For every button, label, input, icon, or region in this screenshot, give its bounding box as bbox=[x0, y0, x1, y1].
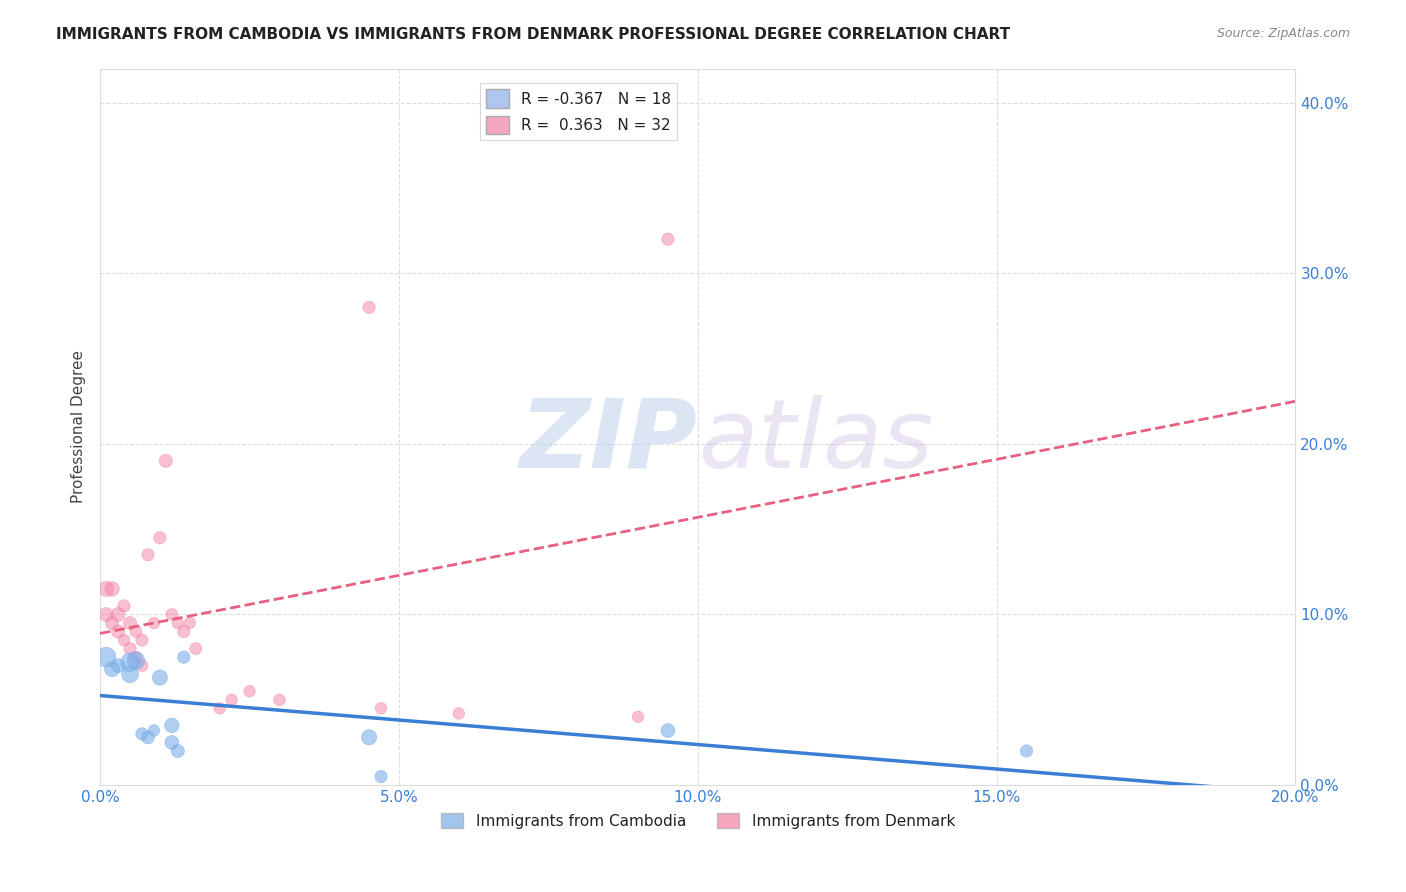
Point bbox=[155, 454, 177, 468]
Point bbox=[269, 693, 291, 707]
Point bbox=[160, 718, 183, 732]
Point bbox=[657, 723, 679, 738]
Point bbox=[142, 615, 165, 630]
Point bbox=[627, 710, 650, 724]
Point bbox=[136, 548, 159, 562]
Point bbox=[142, 723, 165, 738]
Point bbox=[131, 727, 153, 741]
Point bbox=[112, 633, 135, 648]
Point bbox=[131, 658, 153, 673]
Point bbox=[101, 582, 124, 596]
Point bbox=[107, 624, 129, 639]
Point bbox=[359, 731, 381, 745]
Text: Source: ZipAtlas.com: Source: ZipAtlas.com bbox=[1216, 27, 1350, 40]
Point bbox=[160, 607, 183, 622]
Point bbox=[657, 232, 679, 246]
Point bbox=[173, 624, 195, 639]
Point bbox=[149, 531, 172, 545]
Point bbox=[94, 607, 117, 622]
Point bbox=[118, 641, 141, 656]
Point bbox=[112, 599, 135, 613]
Y-axis label: Professional Degree: Professional Degree bbox=[72, 351, 86, 503]
Point bbox=[238, 684, 260, 698]
Point bbox=[359, 301, 381, 315]
Legend: Immigrants from Cambodia, Immigrants from Denmark: Immigrants from Cambodia, Immigrants fro… bbox=[434, 806, 962, 835]
Point bbox=[107, 607, 129, 622]
Text: ZIP: ZIP bbox=[520, 394, 697, 488]
Point bbox=[94, 650, 117, 665]
Point bbox=[1015, 744, 1038, 758]
Point bbox=[173, 650, 195, 665]
Point bbox=[107, 658, 129, 673]
Point bbox=[184, 641, 207, 656]
Point bbox=[149, 671, 172, 685]
Point bbox=[125, 654, 148, 668]
Text: IMMIGRANTS FROM CAMBODIA VS IMMIGRANTS FROM DENMARK PROFESSIONAL DEGREE CORRELAT: IMMIGRANTS FROM CAMBODIA VS IMMIGRANTS F… bbox=[56, 27, 1011, 42]
Point bbox=[166, 744, 188, 758]
Point bbox=[94, 582, 117, 596]
Point bbox=[179, 615, 201, 630]
Point bbox=[447, 706, 470, 721]
Point bbox=[166, 615, 188, 630]
Text: atlas: atlas bbox=[697, 394, 932, 488]
Point bbox=[208, 701, 231, 715]
Point bbox=[101, 662, 124, 676]
Point bbox=[131, 633, 153, 648]
Point bbox=[125, 650, 148, 665]
Point bbox=[136, 731, 159, 745]
Point bbox=[370, 770, 392, 784]
Point bbox=[118, 655, 141, 669]
Point bbox=[118, 667, 141, 681]
Point bbox=[160, 735, 183, 749]
Point bbox=[370, 701, 392, 715]
Point bbox=[118, 615, 141, 630]
Point bbox=[221, 693, 243, 707]
Point bbox=[125, 624, 148, 639]
Point bbox=[101, 615, 124, 630]
